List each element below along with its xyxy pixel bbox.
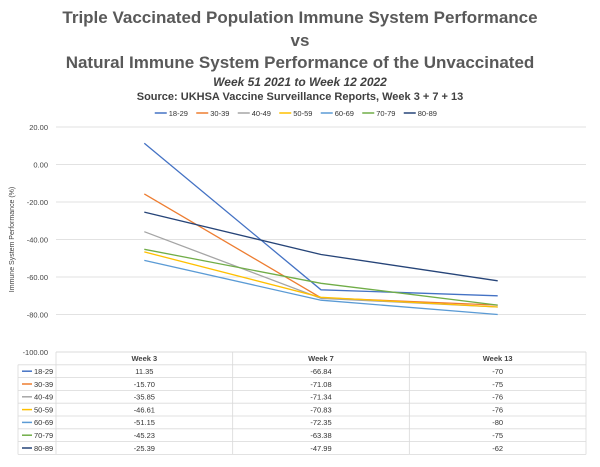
table-cell: -75	[492, 380, 503, 389]
chart-title-line-2: vs	[290, 31, 310, 50]
series-line-30-39	[143, 193, 498, 306]
legend-label: 40-49	[252, 109, 271, 118]
y-tick-label: 20.00	[29, 123, 48, 132]
series-line-70-79	[144, 248, 498, 306]
table-cell: -70	[492, 367, 503, 376]
series-line-80-89	[144, 211, 498, 282]
table-row-label: 60-69	[34, 418, 53, 427]
y-tick-label: -100.00	[23, 348, 48, 357]
table-row-label: 80-89	[34, 444, 53, 453]
chart-source: Source: UKHSA Vaccine Surveillance Repor…	[136, 91, 464, 103]
table-row-label: 50-59	[34, 405, 53, 414]
gridlines	[56, 126, 586, 353]
table-cell: -35.85	[134, 393, 155, 402]
table-cell: -71.08	[310, 380, 331, 389]
table-cell: -76	[492, 405, 503, 414]
y-tick-label: 0.00	[33, 161, 48, 170]
series-line-60-69	[144, 259, 498, 316]
legend-label: 60-69	[335, 109, 354, 118]
y-axis-label: Immune System Performance (%)	[9, 187, 16, 292]
y-tick-label: -40.00	[27, 236, 48, 245]
table-cell: 11.35	[135, 367, 153, 376]
table-cell: -75	[492, 431, 503, 440]
table-cell: -47.99	[310, 444, 331, 453]
x-category-label: Week 7	[308, 354, 334, 363]
y-axis-ticks: 20.00 0.00 -20.00 -40.00 -60.00 -80.00 -100.00	[23, 123, 48, 357]
table-row-label: 30-39	[34, 380, 53, 389]
table-cell: -25.39	[134, 444, 155, 453]
table-cell: -15.70	[134, 380, 155, 389]
table-cell: -63.38	[310, 431, 331, 440]
y-tick-label: -80.00	[27, 311, 48, 320]
legend-label: 50-59	[293, 109, 312, 118]
table-cell: -72.35	[310, 418, 331, 427]
table-cell: -71.34	[310, 393, 331, 402]
table-row-label: 70-79	[34, 431, 53, 440]
table-cell: -62	[492, 444, 503, 453]
series-line-18-29	[143, 142, 498, 297]
series-line-40-49	[144, 231, 498, 308]
data-table: Week 3 Week 7 Week 13 18-29 11.35 -66.84 -70 30…	[17, 351, 587, 455]
table-cell: -45.23	[134, 431, 155, 440]
chart-title-line-1: Triple Vaccinated Population Immune Syst…	[62, 8, 538, 27]
legend: 18-29 30-39 40-49 50-59 60-69 70-79 80-89	[154, 109, 437, 118]
legend-label: 18-29	[169, 109, 188, 118]
table-cell: -51.15	[134, 418, 155, 427]
table-row-label: 18-29	[34, 367, 53, 376]
y-tick-label: -20.00	[27, 198, 48, 207]
legend-label: 80-89	[418, 109, 437, 118]
legend-label: 30-39	[210, 109, 229, 118]
x-category-label: Week 13	[483, 354, 513, 363]
x-category-label: Week 3	[131, 354, 157, 363]
series-line-50-59	[144, 251, 498, 308]
chart-subtitle: Week 51 2021 to Week 12 2022	[213, 75, 387, 89]
table-cell: -46.61	[134, 405, 155, 414]
table-cell: -70.83	[310, 405, 331, 414]
table-cell: -76	[492, 393, 503, 402]
table-cell: -66.84	[310, 367, 331, 376]
series-lines	[143, 142, 498, 316]
table-cell: -80	[492, 418, 503, 427]
chart-title-line-3: Natural Immune System Performance of the…	[65, 53, 535, 72]
table-row-label: 40-49	[34, 393, 53, 402]
y-tick-label: -60.00	[27, 273, 48, 282]
legend-label: 70-79	[376, 109, 395, 118]
